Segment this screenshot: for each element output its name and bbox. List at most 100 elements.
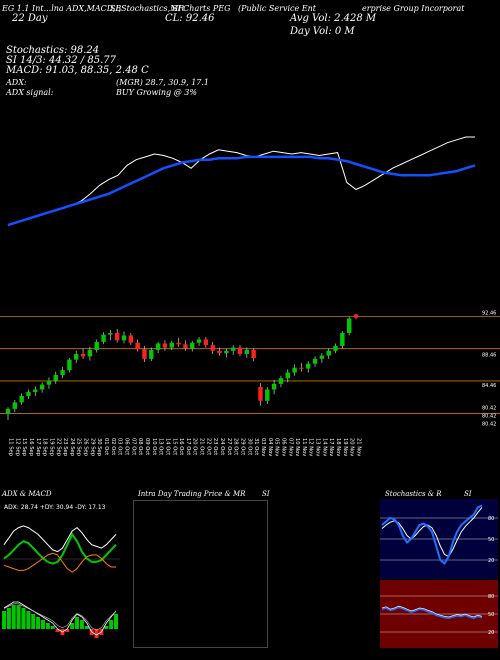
candle-body <box>94 341 99 350</box>
date-label: 26 Sep <box>83 438 89 457</box>
macd-histogram-bar <box>50 626 55 629</box>
candle-body <box>340 333 345 346</box>
date-label: 09 Oct <box>144 438 150 455</box>
candle-body <box>306 363 311 369</box>
date-label: 21 Nov <box>356 438 362 456</box>
macd-histogram-bar <box>45 623 50 629</box>
stoch-level-label: 20 <box>488 558 494 564</box>
candle-body <box>101 334 106 342</box>
price-axis-label: 88.46 <box>482 353 496 359</box>
adx-values: (MGR) 28.7, 30.9, 17.1 <box>116 78 209 87</box>
candle-body <box>319 355 325 359</box>
candle-body <box>169 342 174 348</box>
adx-panel-title: ADX & MACD <box>2 490 52 498</box>
date-label: 31 Oct <box>253 438 259 455</box>
adx-macd-panel: ADX: 28.74 +DY: 30.94 -DY: 17.13 <box>2 504 120 638</box>
intraday-panel <box>133 500 268 648</box>
header-title-mid: SI,Stochastics,MR <box>110 4 185 13</box>
stoch-panel-title: Stochastics & R <box>385 490 442 498</box>
date-label: 19 Sep <box>48 438 54 457</box>
stoch-k-line <box>381 504 483 566</box>
stoch-level-label: 50 <box>488 537 494 543</box>
candle-body <box>258 387 263 401</box>
date-label: 20 Nov <box>349 438 355 456</box>
date-label: 29 Sep <box>89 438 95 457</box>
candle-body <box>12 402 18 409</box>
candle-body <box>237 347 243 354</box>
candle-body <box>135 342 140 350</box>
candle-body <box>183 344 188 349</box>
date-label: 16 Oct <box>178 438 184 455</box>
rsi-level-label: 80 <box>488 594 494 600</box>
candle-body <box>244 349 250 354</box>
stochastics-readout: Stochastics: 98.24 <box>6 45 100 56</box>
candle-body <box>142 349 147 359</box>
candle-body <box>224 350 229 354</box>
macd-histogram-bar <box>55 629 60 632</box>
header-title-left: EG 1.1 Int...lna ADX,MACD,B <box>2 4 122 13</box>
adx-line <box>3 525 117 553</box>
buy-signal: BUY Growing @ 3% <box>116 88 197 97</box>
candle-body <box>346 318 352 334</box>
candle-body <box>190 342 195 349</box>
date-label: 22 Oct <box>205 438 211 455</box>
date-label: 03 Oct <box>117 438 123 455</box>
price-axis-label: 80.42 <box>482 422 496 428</box>
price-axis-label: 84.46 <box>482 383 496 389</box>
candle-body <box>299 367 304 369</box>
adx-readout: ADX: 28.74 +DY: 30.94 -DY: 17.13 <box>4 504 106 511</box>
macd-readout: MACD: 91.03, 88.35, 2.48 C <box>6 65 149 76</box>
stoch-signal-line <box>381 507 483 558</box>
date-label: 03 Nov <box>260 438 266 456</box>
moving-average-line <box>7 155 476 227</box>
date-label: 17 Sep <box>35 438 41 457</box>
candle-body <box>251 349 256 359</box>
rsi-line-blue <box>381 606 483 620</box>
date-label: 11 Nov <box>301 438 307 456</box>
candle-body <box>121 335 127 341</box>
day-volume: Day Vol: 0 M <box>290 26 355 37</box>
candle-body <box>292 367 297 373</box>
date-label: 11 Sep <box>8 438 14 457</box>
date-label: 15 Sep <box>21 438 27 457</box>
stoch-panel-title-si: SI <box>464 490 472 498</box>
date-label: 14 Nov <box>321 438 327 456</box>
macd-histogram-bar <box>2 611 6 629</box>
date-axis: 11 Sep 12 Sep 15 Sep 16 Sep 17 Sep 18 Sep 19 S… <box>8 438 362 457</box>
date-label: 12 Nov <box>308 438 314 456</box>
price-axis-label: 80.42 <box>482 406 496 412</box>
price-axis-label: 92.46 <box>482 310 496 316</box>
candle-body <box>60 370 65 375</box>
date-label: 07 Nov <box>287 438 293 456</box>
date-label: 08 Oct <box>137 438 143 455</box>
macd-histogram-bar <box>75 617 80 629</box>
macd-signal-line <box>3 603 117 631</box>
date-label: 21 Oct <box>199 438 205 455</box>
price-chart: 92.46 88.46 84.46 80.42 80.42 80.42 <box>0 136 500 428</box>
close-price-line <box>7 136 475 226</box>
macd-histogram-bar <box>6 608 11 629</box>
date-label: 22 Day <box>12 13 48 24</box>
macd-histogram-bar <box>84 626 89 629</box>
date-label: 23 Sep <box>62 438 68 457</box>
date-label: 19 Nov <box>342 438 348 456</box>
date-label: 18 Nov <box>335 438 341 456</box>
date-label: 13 Nov <box>315 438 321 456</box>
candle-body <box>176 342 181 345</box>
date-label: 12 Sep <box>14 438 20 457</box>
macd-histogram-bar <box>36 617 41 629</box>
date-label: 30 Sep <box>96 438 102 457</box>
date-label: 06 Oct <box>124 438 130 455</box>
date-label: 14 Oct <box>164 438 170 455</box>
stochastics-panel: 80 50 20 <box>380 499 498 579</box>
candle-body <box>39 384 45 390</box>
candle-body <box>67 359 72 371</box>
date-label: 23 Oct <box>212 438 218 455</box>
date-label: 24 Sep <box>69 438 75 457</box>
date-label: 28 Oct <box>233 438 239 455</box>
adx-label: ADX: <box>6 78 27 87</box>
candle-body <box>271 383 277 390</box>
avg-volume: Avg Vol: 2.428 M <box>290 13 377 24</box>
candle-body <box>128 335 134 343</box>
header-title-right: (Public Service Ent <box>238 4 316 13</box>
